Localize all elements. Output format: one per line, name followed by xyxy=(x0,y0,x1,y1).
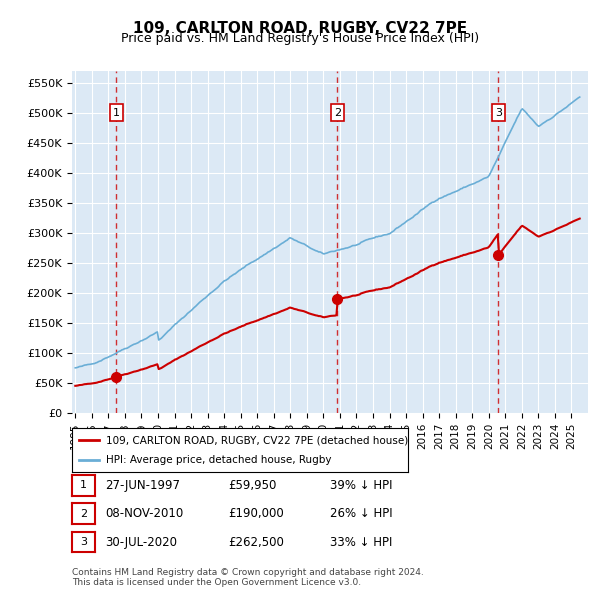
Text: 08-NOV-2010: 08-NOV-2010 xyxy=(105,507,183,520)
Text: 2: 2 xyxy=(334,108,341,118)
Text: 33% ↓ HPI: 33% ↓ HPI xyxy=(330,536,392,549)
Text: £190,000: £190,000 xyxy=(228,507,284,520)
Text: 2: 2 xyxy=(80,509,87,519)
Text: Contains HM Land Registry data © Crown copyright and database right 2024.
This d: Contains HM Land Registry data © Crown c… xyxy=(72,568,424,587)
Text: HPI: Average price, detached house, Rugby: HPI: Average price, detached house, Rugb… xyxy=(106,455,331,464)
Text: Price paid vs. HM Land Registry's House Price Index (HPI): Price paid vs. HM Land Registry's House … xyxy=(121,32,479,45)
Text: 39% ↓ HPI: 39% ↓ HPI xyxy=(330,479,392,492)
Text: 3: 3 xyxy=(80,537,87,547)
Text: 109, CARLTON ROAD, RUGBY, CV22 7PE: 109, CARLTON ROAD, RUGBY, CV22 7PE xyxy=(133,21,467,35)
Text: £59,950: £59,950 xyxy=(228,479,277,492)
Text: 27-JUN-1997: 27-JUN-1997 xyxy=(105,479,180,492)
Text: 1: 1 xyxy=(80,480,87,490)
Text: 30-JUL-2020: 30-JUL-2020 xyxy=(105,536,177,549)
Text: 1: 1 xyxy=(113,108,120,118)
Text: 109, CARLTON ROAD, RUGBY, CV22 7PE (detached house): 109, CARLTON ROAD, RUGBY, CV22 7PE (deta… xyxy=(106,435,408,445)
Text: £262,500: £262,500 xyxy=(228,536,284,549)
Text: 3: 3 xyxy=(495,108,502,118)
Text: 26% ↓ HPI: 26% ↓ HPI xyxy=(330,507,392,520)
